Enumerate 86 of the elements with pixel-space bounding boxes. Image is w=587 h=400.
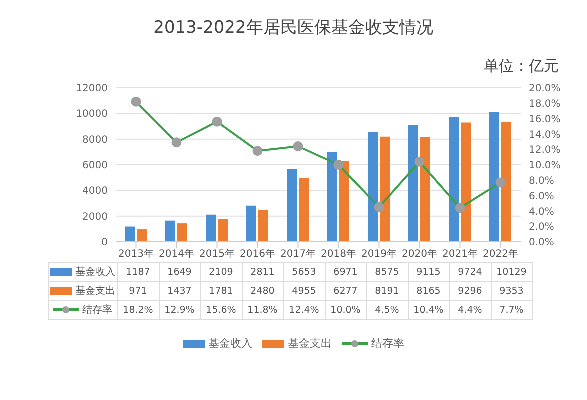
x-tick-label: 2017年 xyxy=(280,248,316,260)
data-label: 8165 xyxy=(408,282,450,300)
y-tick-label: 4000 xyxy=(82,186,108,198)
data-label: 9724 xyxy=(450,262,491,282)
data-label: 1437 xyxy=(159,282,200,300)
text: 单位：亿元 xyxy=(483,57,560,76)
data-label: 10129 xyxy=(491,262,532,282)
y-tick-label: 6000 xyxy=(82,160,108,172)
y2-tick-label: 2.0% xyxy=(529,222,554,234)
y2-tick-label: 4.0% xyxy=(529,206,554,218)
bar xyxy=(287,169,297,242)
bar xyxy=(137,230,147,242)
data-label: 4955 xyxy=(284,282,325,300)
data-label: 2811 xyxy=(242,262,284,282)
data-label: 1781 xyxy=(200,282,242,300)
y-tick-label: 0 xyxy=(102,238,108,249)
y2-tick-label: 16.0% xyxy=(529,114,561,126)
bar xyxy=(166,220,176,242)
data-label: 6277 xyxy=(325,282,366,300)
y2-tick-label: 18.0% xyxy=(529,98,561,110)
y-tick-label: 12000 xyxy=(76,84,108,95)
y2-tick-label: 8.0% xyxy=(529,176,554,187)
y2-tick-label: 14.0% xyxy=(529,130,561,141)
bar xyxy=(340,161,350,242)
data-label: 9296 xyxy=(450,282,491,300)
data-label: 7.7% xyxy=(491,300,532,320)
data-label: 8575 xyxy=(366,262,408,282)
x-tick-label: 2022年 xyxy=(483,248,518,260)
bar xyxy=(502,122,512,242)
data-label: 9353 xyxy=(491,282,532,300)
data-label: 10.4% xyxy=(408,300,450,320)
bar xyxy=(368,132,378,242)
data-label: 1187 xyxy=(118,262,159,282)
bar xyxy=(490,112,500,242)
bar xyxy=(380,136,390,242)
x-tick-label: 2015年 xyxy=(200,248,235,260)
y-tick-label: 2000 xyxy=(82,212,108,223)
data-label: 15.6% xyxy=(200,300,242,320)
x-tick-label: 2016年 xyxy=(240,248,276,260)
bar xyxy=(299,178,309,242)
chart-title: 2013-2022年居民医保基金收支情况 xyxy=(152,17,434,39)
data-label: 9115 xyxy=(408,262,450,282)
data-label: 1649 xyxy=(159,262,200,282)
bar xyxy=(178,224,188,242)
data-label: 971 xyxy=(118,282,159,300)
bar xyxy=(461,122,471,242)
data-label: 12.4% xyxy=(284,300,325,320)
bar xyxy=(258,210,268,242)
x-tick-label: 2019年 xyxy=(362,248,397,260)
text: 结存率 xyxy=(371,337,404,350)
data-label: 6971 xyxy=(325,262,366,282)
data-label: 8191 xyxy=(366,282,408,300)
data-label: 18.2% xyxy=(118,300,159,320)
bar xyxy=(408,125,418,242)
y2-tick-label: 0.0% xyxy=(529,238,554,249)
bar xyxy=(420,137,430,242)
y2-tick-label: 20.0% xyxy=(529,84,561,95)
bar xyxy=(328,152,338,242)
text: 基金支出 xyxy=(288,337,332,350)
y-tick-label: 10000 xyxy=(76,109,108,120)
data-label: 2480 xyxy=(242,282,284,300)
data-label: 10.0% xyxy=(325,300,366,320)
legend-label: 基金收入 xyxy=(48,262,118,282)
legend-label: 结存率 xyxy=(48,300,118,320)
x-tick-label: 2020年 xyxy=(402,248,438,260)
legend-label: 基金支出 xyxy=(48,282,118,300)
x-tick-label: 2021年 xyxy=(442,248,478,260)
data-label: 11.8% xyxy=(242,300,284,320)
y2-tick-label: 6.0% xyxy=(529,191,554,202)
x-tick-label: 2013年 xyxy=(118,248,154,260)
bar xyxy=(218,219,228,242)
y2-tick-label: 10.0% xyxy=(529,160,561,172)
data-label: 2109 xyxy=(200,262,242,282)
data-label: 12.9% xyxy=(159,300,200,320)
bar xyxy=(449,117,459,242)
bar xyxy=(246,206,256,242)
x-tick-label: 2018年 xyxy=(321,248,356,260)
bar xyxy=(125,226,135,242)
data-label: 5653 xyxy=(284,262,325,282)
y-tick-label: 8000 xyxy=(82,134,108,146)
text: 基金收入 xyxy=(208,337,252,350)
x-tick-label: 2014年 xyxy=(159,248,194,260)
data-label: 4.5% xyxy=(366,300,408,320)
data-label: 4.4% xyxy=(450,300,491,320)
y2-tick-label: 12.0% xyxy=(529,145,561,156)
bar xyxy=(206,214,216,242)
